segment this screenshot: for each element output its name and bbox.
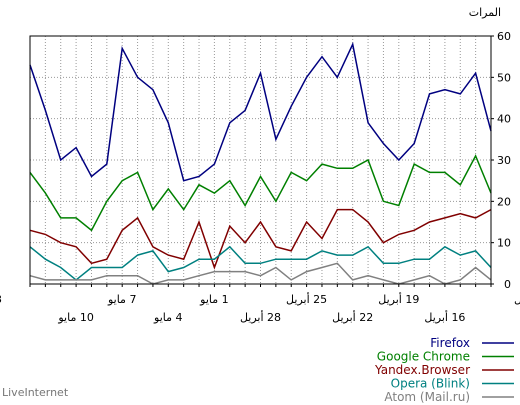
y-tick-label: 40 bbox=[497, 113, 511, 126]
legend-label: Google Chrome bbox=[377, 350, 470, 364]
y-tick-label: 10 bbox=[497, 237, 511, 250]
legend-label: Atom (Mail.ru) bbox=[384, 390, 470, 404]
x-tick-label: 19 أبريل bbox=[378, 292, 419, 306]
x-tick-label: 13 مايو bbox=[0, 293, 2, 306]
y-tick-label: 0 bbox=[504, 278, 511, 291]
x-tick-label: 7 مايو bbox=[107, 293, 136, 306]
y-axis-title: المرات bbox=[469, 6, 501, 19]
x-tick-label: 25 أبريل bbox=[286, 292, 327, 306]
series-lines bbox=[29, 41, 492, 285]
legend-label: Opera (Blink) bbox=[391, 377, 470, 391]
x-tick-label: 22 أبريل bbox=[332, 310, 373, 324]
footer-brand: LiveInternet bbox=[2, 386, 69, 399]
legend-label: Yandex.Browser bbox=[374, 363, 470, 377]
series-line-google-chrome bbox=[29, 154, 492, 232]
y-tick-label: 50 bbox=[497, 71, 511, 84]
y-axis: 0 10 20 30 40 50 60 bbox=[491, 30, 511, 291]
series-line-atom-mail-ru- bbox=[29, 262, 492, 285]
x-tick-label: 4 مايو bbox=[153, 311, 182, 324]
series-line-yandex-browser bbox=[29, 208, 492, 270]
legend-label: Firefox bbox=[430, 336, 470, 350]
x-tick-label: 28 أبريل bbox=[240, 310, 281, 324]
y-tick-label: 20 bbox=[497, 195, 511, 208]
series-line-opera-blink- bbox=[29, 245, 492, 281]
x-tick-label: 10 مايو bbox=[57, 311, 93, 324]
y-tick-label: 30 bbox=[497, 154, 511, 167]
x-tick-label: 1 مايو bbox=[199, 293, 228, 306]
x-tick-label: 13 أبريل bbox=[514, 292, 520, 306]
x-tick-label: 16 أبريل bbox=[424, 310, 465, 324]
y-tick-label: 60 bbox=[497, 30, 511, 43]
series-line-firefox bbox=[29, 41, 492, 182]
plot-area bbox=[29, 35, 492, 285]
x-axis: 13 مايو 10 مايو 7 مايو 4 مايو 1 مايو 28 أبريل… bbox=[0, 284, 520, 324]
